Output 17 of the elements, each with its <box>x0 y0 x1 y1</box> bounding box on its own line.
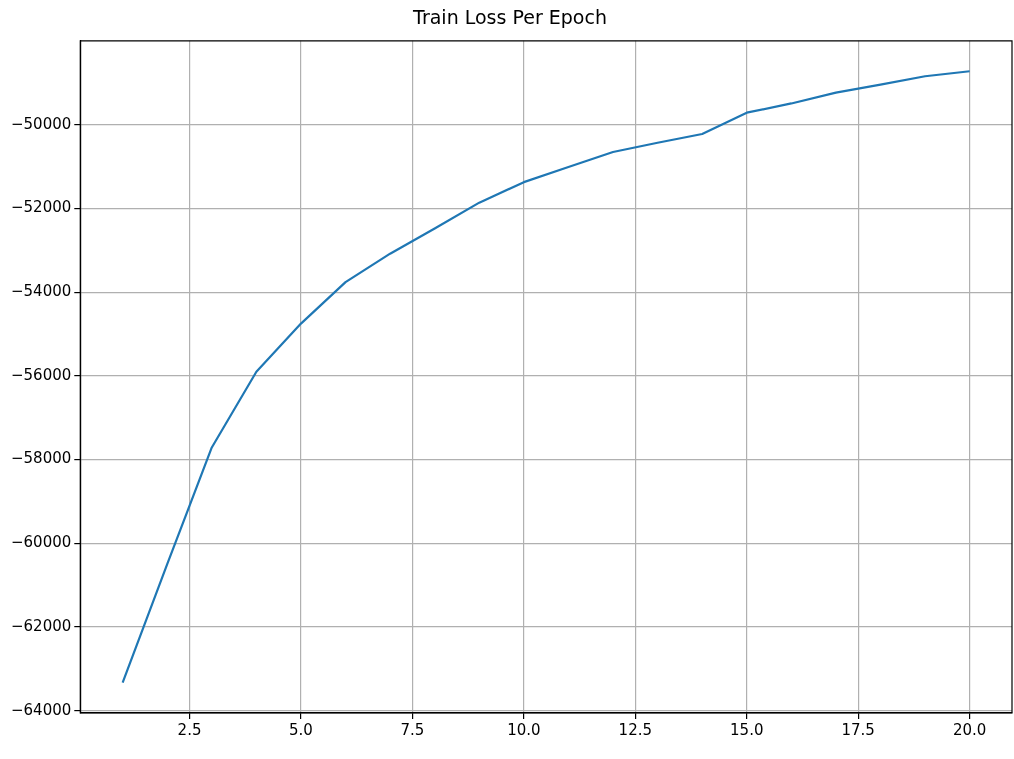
y-tick-label: −50000 <box>10 114 72 133</box>
x-tick-label: 7.5 <box>400 720 425 739</box>
x-tick-label: 17.5 <box>841 720 875 739</box>
y-tick-label: −60000 <box>10 533 72 552</box>
y-tick-label: −62000 <box>10 616 72 635</box>
x-tick-label: 10.0 <box>507 720 541 739</box>
y-tick-label: −54000 <box>10 282 72 301</box>
x-tick-label: 2.5 <box>177 720 202 739</box>
y-tick-label: −56000 <box>10 365 72 384</box>
y-tick-label: −58000 <box>10 449 72 468</box>
x-tick-label: 15.0 <box>730 720 764 739</box>
x-tick-label: 20.0 <box>952 720 987 739</box>
y-tick-label: −64000 <box>10 700 72 719</box>
y-tick-label: −52000 <box>10 198 72 217</box>
chart-title: Train Loss Per Epoch <box>412 6 607 29</box>
x-tick-label: 5.0 <box>289 720 313 739</box>
x-tick-label: 12.5 <box>618 720 653 739</box>
